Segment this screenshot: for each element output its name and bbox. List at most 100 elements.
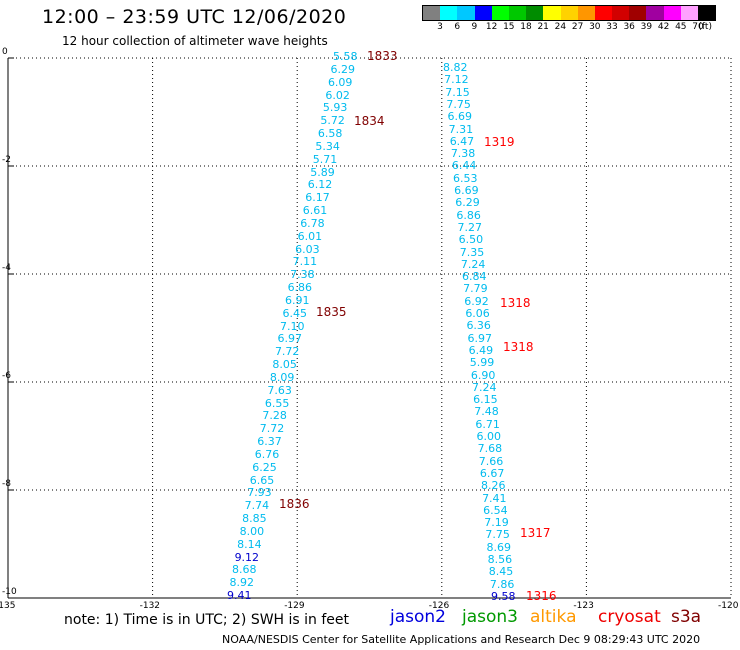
swh-value: 6.58 [317,127,343,140]
swh-value: 7.11 [292,255,318,269]
scale-swatch [491,6,509,20]
swh-value: 5.89 [310,165,335,179]
swh-value: 6.29 [330,62,355,76]
swh-value: 6.01 [297,229,323,243]
pass-label: 1835 [316,305,347,319]
lat-tick-label: 0 [2,47,8,57]
swh-value: 6.67 [479,466,505,480]
swh-value: 5.99 [469,356,495,370]
lon-tick-label: -135 [0,601,16,611]
swh-value: 8.14 [237,537,262,551]
swh-value: 8.85 [242,512,267,525]
swh-value: 6.44 [451,159,477,173]
swh-value: 6.78 [300,216,325,230]
scale-label: 18 [520,22,532,32]
pass-label: 1319 [484,135,515,149]
swh-value: 7.27 [457,220,483,234]
swh-value: 8.26 [480,479,506,493]
scale-swatch [457,6,475,20]
scale-unit: (ft) [698,22,712,32]
swh-value: 6.29 [455,196,480,210]
swh-value: 7.72 [259,422,285,436]
satellite-jason2: jason2 [390,607,446,627]
swh-value: 6.37 [257,435,282,448]
swh-value: 6.55 [264,396,290,410]
footer-note: note: 1) Time is in UTC; 2) SWH is in fe… [64,612,350,628]
swh-value: 9.58 [491,590,516,603]
swh-value: 8.00 [239,524,265,538]
swh-value: 5.72 [320,114,345,128]
lat-tick-label: -10 [2,587,17,597]
swh-value: 8.82 [443,61,468,74]
swh-value: 6.65 [249,473,275,487]
map-subtitle: 12 hour collection of altimeter wave hei… [62,34,328,48]
swh-value: 7.12 [444,73,469,87]
lon-tick-label: -123 [573,601,594,611]
swh-value: 6.69 [447,110,472,124]
swh-value: 6.92 [464,294,489,308]
swh-value: 6.97 [467,331,493,345]
swh-value: 7.72 [274,345,300,359]
swh-value: 6.09 [327,75,353,89]
swh-value: 7.38 [450,147,476,161]
scale-swatch [698,6,716,20]
map-title: 12:00 – 23:59 UTC 12/06/2020 [42,6,347,28]
swh-value: 6.61 [302,204,328,217]
scale-label: 33 [606,22,618,32]
swh-value: 5.58 [333,50,358,63]
swh-value: 6.02 [325,88,350,102]
scale-label: 12 [485,22,498,32]
scale-swatch [543,6,561,20]
swh-value: 7.63 [267,383,292,397]
satellite-altika: altika [530,607,577,627]
swh-value: 7.68 [477,442,503,456]
lon-tick-label: -120 [718,601,739,611]
swh-value: 7.28 [262,409,287,423]
scale-label: 15 [503,22,515,32]
pass-label: 1316 [526,589,557,603]
pass-label: 1318 [503,340,534,354]
swh-value: 6.25 [252,460,277,474]
lon-tick-label: -126 [428,601,450,611]
swh-value: 7.66 [478,454,504,468]
lat-tick-label: -4 [2,263,11,273]
swh-value: 6.03 [295,242,320,256]
scale-swatch [423,6,441,20]
swh-value: 6.84 [461,270,487,284]
swh-value: 6.69 [454,184,479,198]
scale-swatch [663,6,681,20]
scale-swatch [680,6,698,20]
scale-label: 6 [454,22,461,32]
swh-value: 7.19 [484,516,509,530]
swh-value: 6.45 [282,306,308,320]
scale-label: 27 [571,22,584,32]
scale-swatch [508,6,527,20]
swh-value: 7.10 [280,319,305,333]
swh-value: 6.17 [305,191,330,205]
lat-tick-label: -8 [2,479,11,489]
swh-value: 8.69 [486,540,512,554]
lon-tick-label: -129 [284,601,305,611]
swh-value: 7.15 [445,85,470,99]
scale-swatch [440,6,458,20]
swh-value: 8.45 [488,565,514,579]
swh-value: 7.41 [482,491,507,505]
scale-label: 3 [437,22,443,32]
swh-value: 6.71 [475,417,500,431]
swh-value: 8.56 [487,553,513,567]
swh-value: 7.35 [459,245,485,259]
swh-value: 7.79 [463,282,488,296]
swh-value: 6.76 [254,447,280,461]
swh-value: 6.12 [307,178,333,192]
scale-label: 39 [640,22,653,32]
pass-label: 1836 [279,497,310,511]
swh-value: 7.86 [489,577,515,591]
scale-label: 9 [471,22,478,32]
scale-swatch [594,6,613,20]
swh-value: 5.71 [312,152,338,166]
scale-swatch [474,6,492,20]
scale-label: 70 [692,22,704,32]
scale-label: 24 [554,22,567,32]
